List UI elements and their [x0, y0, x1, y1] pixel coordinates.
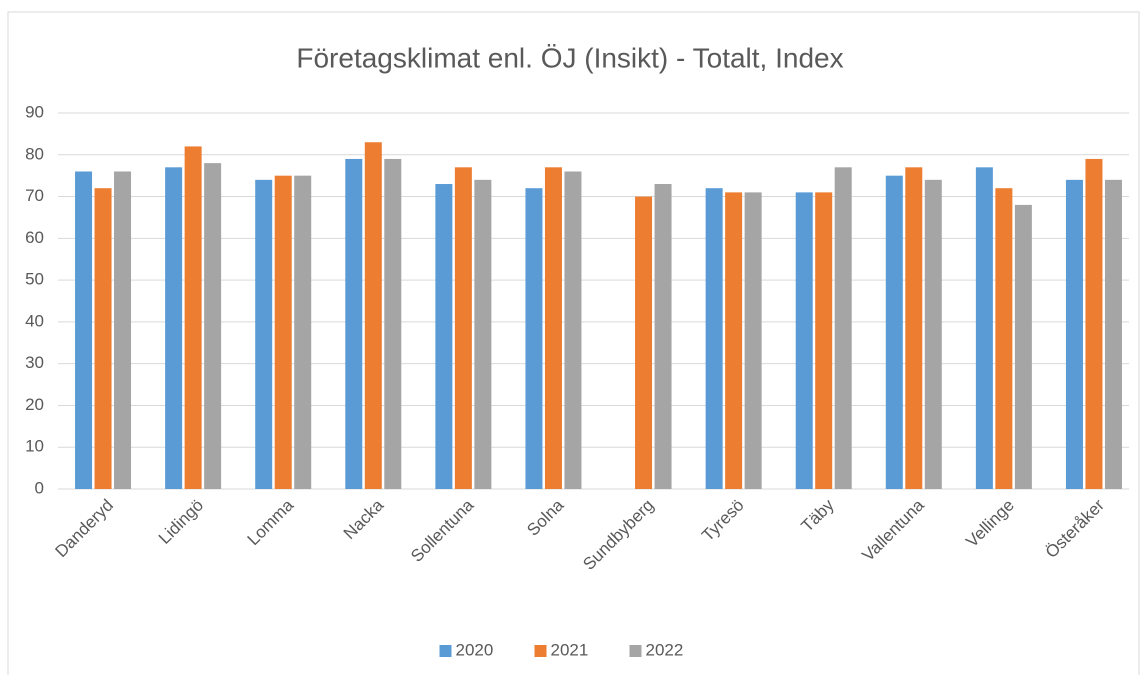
y-tick-label: 60 [25, 228, 44, 247]
bar [924, 179, 942, 489]
bar [995, 188, 1013, 489]
bar [525, 188, 543, 489]
y-tick-label: 40 [25, 311, 44, 330]
bar [454, 167, 472, 490]
bar [384, 158, 402, 489]
bar [114, 171, 132, 489]
y-tick-label: 50 [25, 270, 44, 289]
y-tick-label: 70 [25, 186, 44, 205]
legend-label: 2021 [551, 640, 589, 659]
legend-label: 2022 [646, 640, 684, 659]
legend-swatch [439, 645, 452, 657]
bar [274, 175, 292, 489]
bar [885, 175, 903, 489]
y-tick-label: 10 [25, 437, 44, 456]
bar [654, 184, 672, 489]
legend-swatch [629, 645, 642, 657]
bar [1104, 179, 1122, 489]
bar [1085, 158, 1103, 489]
bar [255, 179, 273, 489]
bar [294, 175, 312, 489]
bar [544, 167, 562, 490]
y-tick-label: 30 [25, 353, 44, 372]
bar [435, 184, 453, 489]
y-tick-label: 80 [25, 144, 44, 163]
bar [165, 167, 183, 490]
bar [635, 196, 653, 490]
bar [564, 171, 582, 489]
bar [184, 146, 202, 489]
y-tick-label: 20 [25, 395, 44, 414]
bar [1014, 204, 1032, 489]
bar [725, 192, 743, 489]
bar [364, 142, 382, 489]
legend-label: 2020 [456, 640, 494, 659]
bar [474, 179, 492, 489]
chart-title: Företagsklimat enl. ÖJ (Insikt) - Totalt… [296, 42, 843, 73]
bar [834, 167, 852, 490]
bar [705, 188, 723, 489]
bar [75, 171, 93, 489]
bar [204, 163, 222, 489]
bar [345, 158, 363, 489]
bar [94, 188, 112, 489]
bar [975, 167, 993, 490]
bar [795, 192, 813, 489]
bar [905, 167, 923, 490]
legend-swatch [534, 645, 547, 657]
bar [1065, 179, 1083, 489]
y-tick-label: 90 [25, 102, 44, 121]
y-tick-label: 0 [35, 478, 44, 497]
bar [744, 192, 762, 489]
bar [815, 192, 833, 489]
